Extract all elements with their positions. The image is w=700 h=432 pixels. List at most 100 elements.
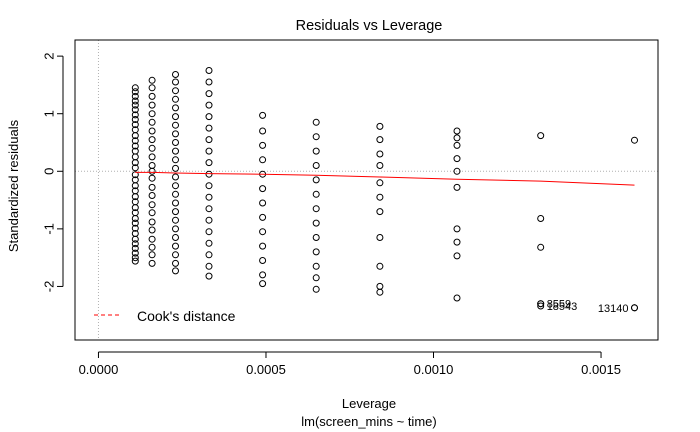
data-point bbox=[131, 116, 139, 123]
x-axis-sublabel: lm(screen_mins ~ time) bbox=[301, 414, 436, 429]
data-point bbox=[312, 248, 320, 256]
data-point bbox=[259, 280, 267, 288]
data-point bbox=[172, 104, 179, 112]
data-point bbox=[131, 249, 139, 257]
data-point bbox=[131, 244, 139, 252]
data-point bbox=[312, 162, 320, 169]
data-point bbox=[131, 219, 139, 227]
y-tick-label: -1 bbox=[42, 223, 57, 235]
data-point bbox=[312, 234, 320, 241]
data-point bbox=[205, 205, 213, 213]
data-point bbox=[259, 185, 267, 193]
data-point bbox=[537, 132, 545, 140]
data-point bbox=[376, 122, 384, 130]
data-point bbox=[376, 179, 384, 187]
data-point bbox=[148, 226, 156, 234]
data-point bbox=[312, 190, 320, 198]
data-point bbox=[172, 71, 179, 78]
data-point bbox=[205, 239, 213, 247]
data-point bbox=[205, 251, 213, 259]
data-point bbox=[537, 302, 545, 310]
data-point bbox=[131, 164, 139, 172]
data-point bbox=[312, 285, 320, 293]
data-point bbox=[131, 106, 139, 114]
data-point bbox=[172, 78, 179, 86]
data-point bbox=[312, 147, 320, 155]
data-point bbox=[376, 193, 384, 201]
data-point bbox=[148, 110, 156, 118]
data-point bbox=[172, 216, 179, 224]
data-point bbox=[312, 205, 320, 213]
data-point bbox=[131, 254, 139, 262]
data-point bbox=[205, 136, 213, 144]
data-point bbox=[148, 76, 156, 84]
data-point bbox=[259, 141, 267, 149]
data-point bbox=[148, 259, 156, 267]
data-point bbox=[259, 156, 267, 164]
legend: Cook's distance bbox=[94, 308, 236, 324]
data-point bbox=[131, 257, 139, 265]
smoother-line bbox=[135, 171, 635, 186]
data-point bbox=[148, 153, 156, 161]
data-point bbox=[376, 234, 384, 241]
data-point bbox=[131, 142, 139, 150]
data-point bbox=[131, 182, 139, 190]
data-point bbox=[148, 136, 156, 144]
data-point bbox=[172, 139, 179, 146]
data-point bbox=[172, 121, 179, 129]
data-point bbox=[148, 201, 156, 209]
data-point bbox=[131, 215, 139, 222]
data-point bbox=[148, 235, 156, 243]
data-point bbox=[453, 167, 461, 175]
y-axis-label: Standardized residuals bbox=[6, 119, 21, 252]
data-point bbox=[172, 190, 179, 198]
y-tick-label: -2 bbox=[42, 281, 57, 293]
data-point bbox=[205, 90, 213, 98]
data-point bbox=[205, 78, 213, 86]
y-tick-label: 0 bbox=[42, 168, 57, 175]
data-point bbox=[453, 127, 461, 135]
data-point bbox=[205, 228, 213, 236]
data-point bbox=[131, 92, 139, 100]
data-point bbox=[148, 243, 156, 251]
data-point bbox=[205, 170, 213, 178]
data-point bbox=[205, 262, 213, 270]
data-point bbox=[148, 101, 156, 109]
data-point bbox=[259, 228, 267, 236]
data-point bbox=[205, 113, 213, 121]
data-point bbox=[205, 216, 213, 224]
data-point bbox=[148, 144, 156, 152]
data-points bbox=[131, 67, 638, 312]
y-axis: -2 -1 0 1 2 bbox=[42, 53, 64, 293]
data-point bbox=[131, 111, 139, 119]
data-point bbox=[172, 267, 179, 275]
point-label: 8559 bbox=[547, 299, 571, 311]
data-point bbox=[376, 162, 384, 169]
data-point bbox=[172, 173, 179, 181]
data-point bbox=[453, 225, 461, 233]
data-point bbox=[172, 259, 179, 267]
data-point bbox=[259, 111, 267, 119]
data-point bbox=[453, 183, 461, 191]
data-point bbox=[131, 153, 139, 161]
data-point bbox=[259, 127, 267, 135]
data-point bbox=[172, 113, 179, 121]
data-point bbox=[131, 204, 139, 212]
data-point bbox=[172, 164, 179, 172]
data-point bbox=[259, 213, 267, 221]
data-point bbox=[453, 134, 461, 142]
data-point bbox=[631, 136, 638, 144]
data-point bbox=[205, 101, 213, 109]
data-point bbox=[376, 262, 384, 270]
data-point bbox=[131, 137, 139, 145]
data-point bbox=[131, 235, 139, 243]
y-tick-label: 2 bbox=[42, 53, 57, 60]
data-point bbox=[131, 171, 139, 179]
data-point bbox=[148, 127, 156, 135]
data-point bbox=[172, 225, 179, 233]
data-point bbox=[131, 159, 139, 167]
data-point bbox=[172, 130, 179, 138]
data-point bbox=[312, 176, 320, 184]
data-point bbox=[259, 271, 267, 279]
